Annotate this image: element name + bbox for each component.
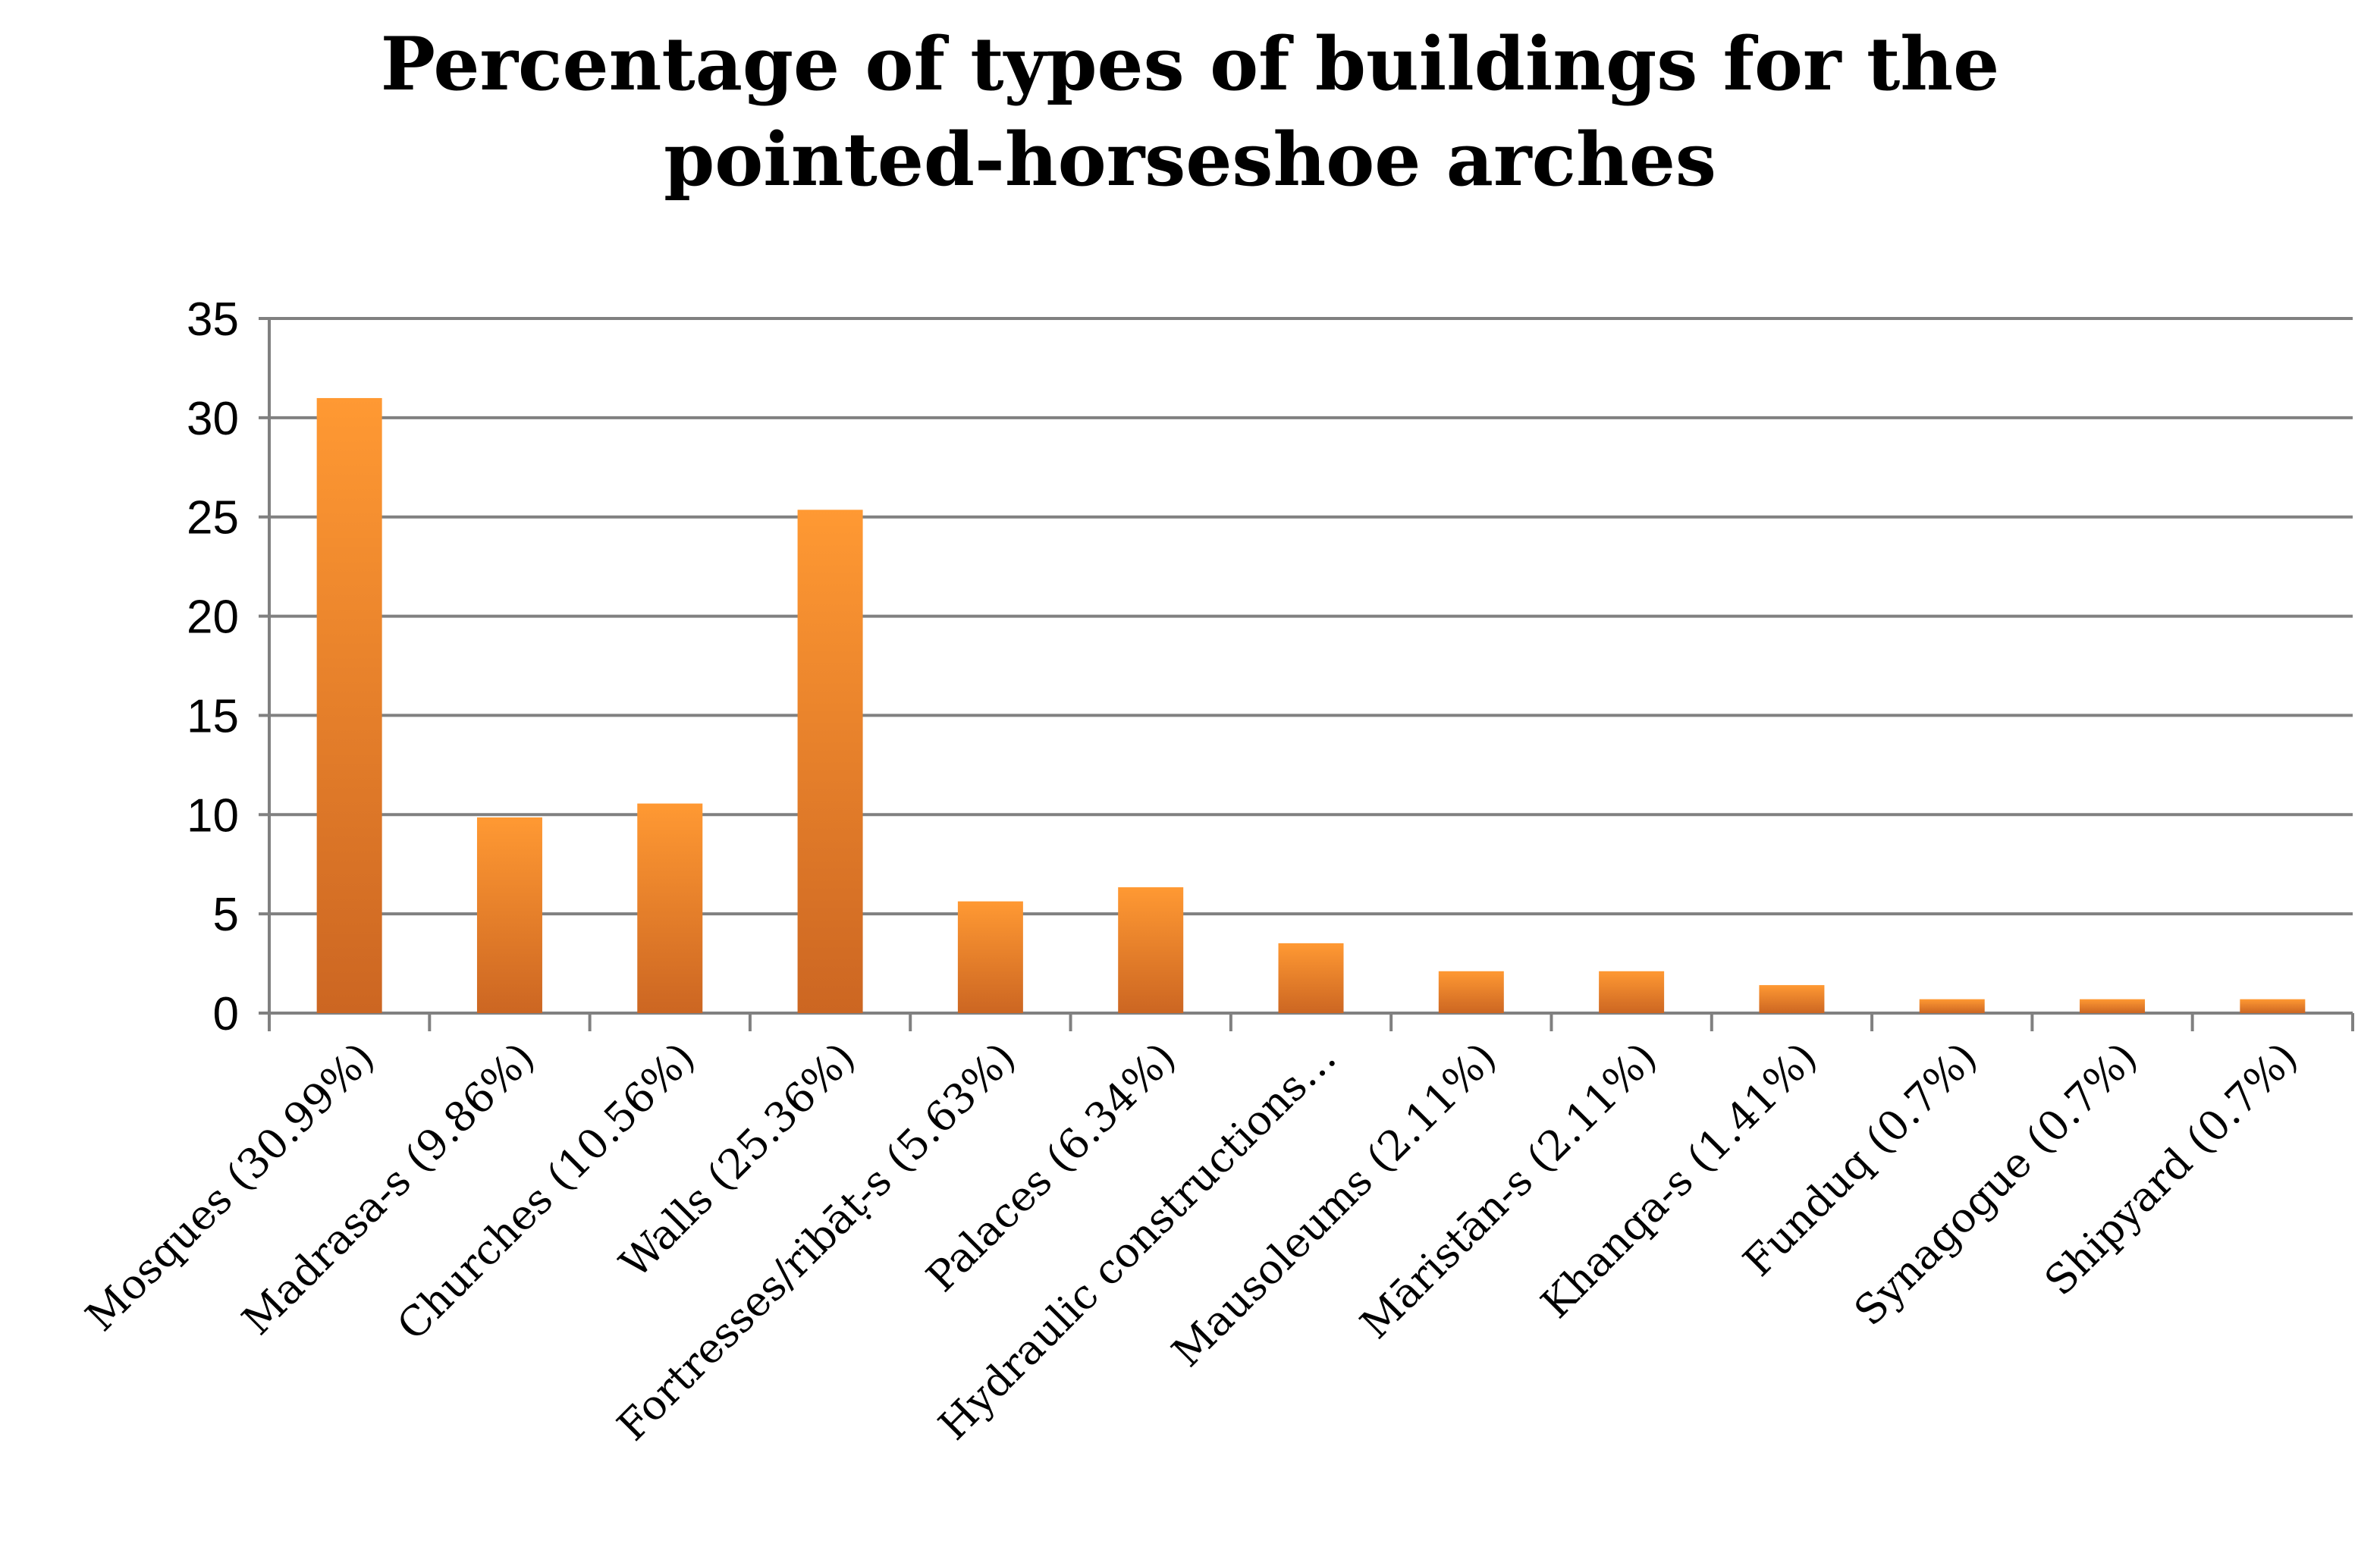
x-tick-label-9: Khanqa-s (1.41%) [1532, 1034, 1826, 1328]
y-tick-label-35: 35 [187, 293, 239, 346]
bar-12 [2240, 999, 2306, 1013]
chart-title-line-1: Percentage of types of buildings for the [380, 21, 2000, 107]
bar-9 [1759, 985, 1825, 1013]
x-tick-label-8: Māristān-s (2.11%) [1351, 1034, 1666, 1348]
x-tick-label-1: Madrasa-s (9.86%) [233, 1034, 544, 1344]
y-tick-label-10: 10 [187, 789, 239, 842]
bar-5 [1118, 887, 1184, 1013]
bar-8 [1599, 971, 1665, 1013]
x-tick-label-0: Mosques (30.99%) [77, 1034, 384, 1341]
bar-0 [316, 397, 382, 1013]
y-tick-labels: 0 5 10 15 20 25 30 35 [187, 293, 239, 1040]
y-tick-label-0: 0 [213, 988, 239, 1040]
gridlines [269, 317, 2353, 916]
x-tick-label-2: Churches (10.56%) [388, 1034, 705, 1350]
bars [316, 397, 2306, 1013]
x-tick-label-11: Synagogue (0.7%) [1845, 1034, 2147, 1335]
y-tick-label-25: 25 [187, 492, 239, 544]
bar-6 [1278, 943, 1344, 1013]
bar-3 [797, 510, 863, 1013]
bar-11 [2080, 999, 2146, 1013]
y-tick-label-30: 30 [187, 393, 239, 445]
y-tick-label-5: 5 [213, 889, 239, 941]
bar-2 [637, 803, 703, 1013]
y-tick-label-20: 20 [187, 591, 239, 644]
x-tick-labels: Mosques (30.99%)Madrasa-s (9.86%)Churche… [77, 1034, 2307, 1450]
bar-4 [957, 901, 1023, 1013]
bar-10 [1919, 999, 1985, 1013]
x-tick-label-7: Mausoleums (2.11%) [1163, 1034, 1506, 1376]
y-tick-label-15: 15 [187, 690, 239, 742]
bar-1 [476, 817, 542, 1013]
chart-title-line-2: pointed-horseshoe arches [664, 117, 1716, 202]
bar-7 [1438, 971, 1504, 1013]
axes [259, 317, 2354, 1031]
chart-title: Percentage of types of buildings for the… [0, 17, 2380, 208]
